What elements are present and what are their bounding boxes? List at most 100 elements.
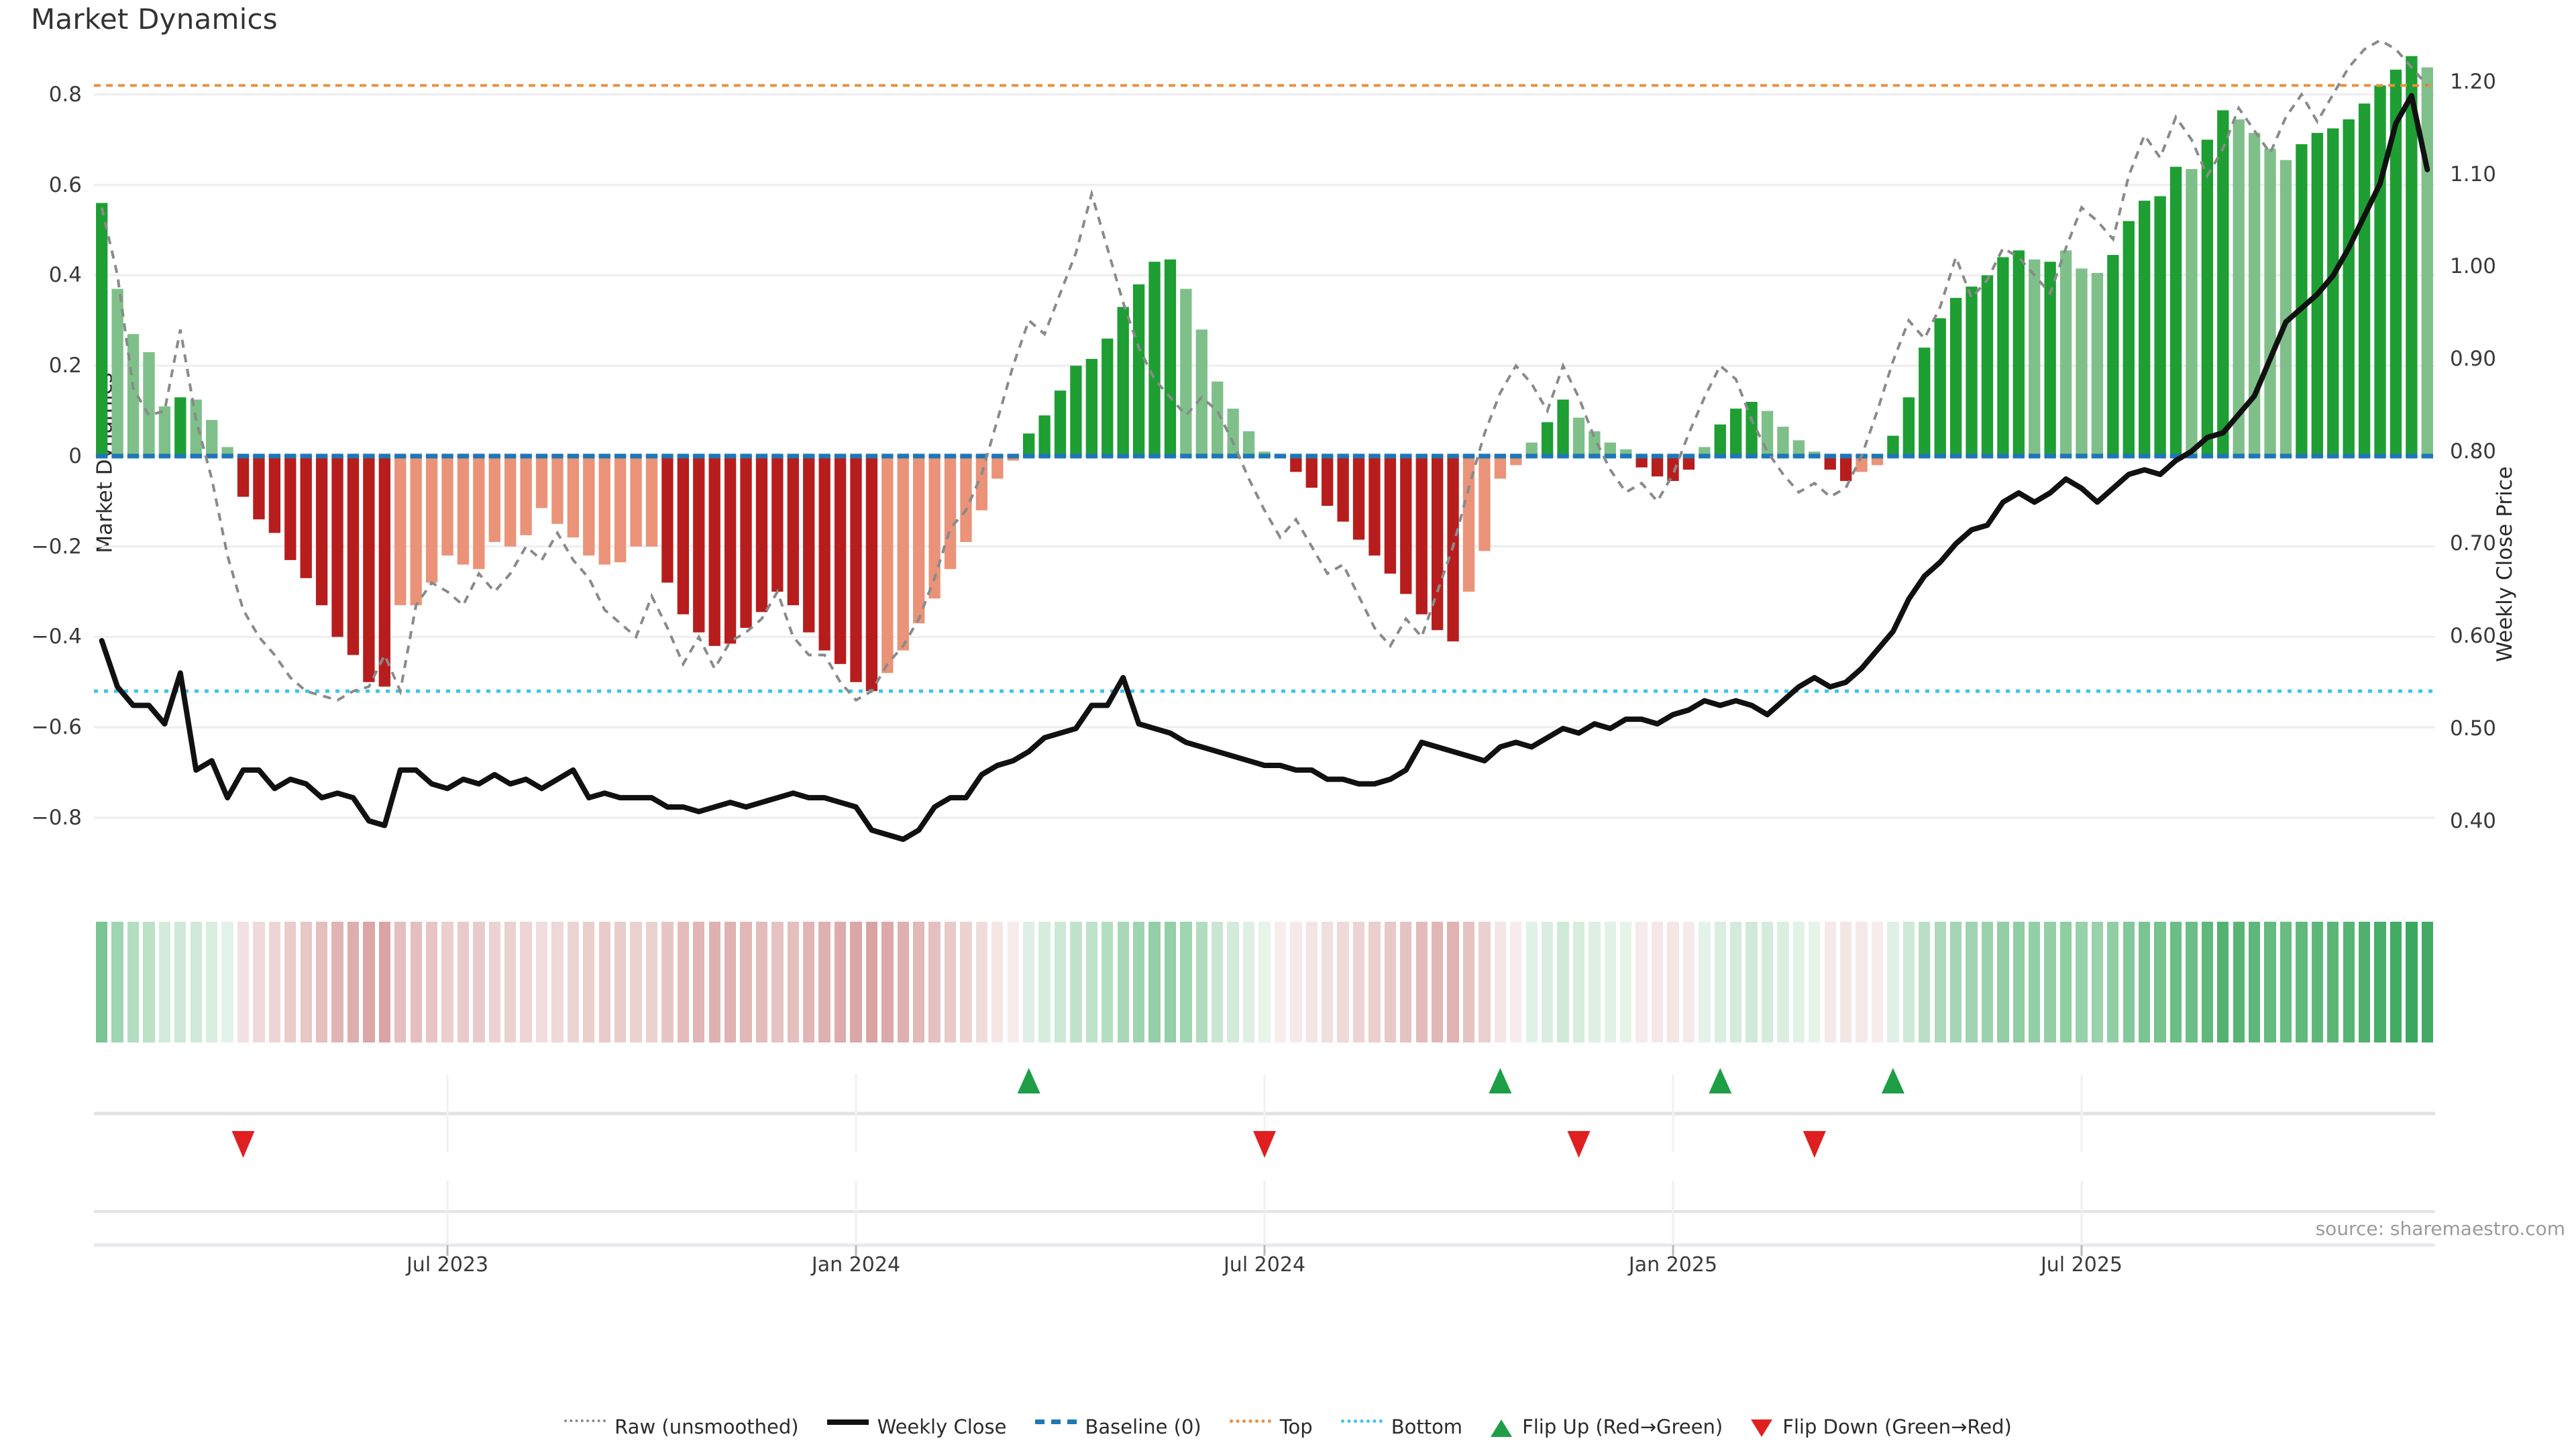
heat-strip-cell [834,922,847,1042]
market-dynamics-bar [2044,262,2056,456]
x-axis-tick: Jan 2025 [1628,1253,1718,1277]
market-dynamics-bar [1132,284,1145,456]
heat-strip-cell [268,922,281,1042]
line-swatch-icon [1340,1419,1383,1423]
market-dynamics-bar [614,455,627,563]
market-dynamics-bar [1479,455,1491,551]
market-dynamics-bar [583,455,595,556]
market-dynamics-bar [1384,455,1397,574]
heat-strip-cell [1038,922,1051,1042]
heat-strip-cell [850,922,862,1042]
heat-strip-cell [1557,922,1569,1042]
legend-item[interactable]: Baseline (0) [1034,1415,1201,1438]
legend-item[interactable]: Weekly Close [826,1415,1007,1438]
legend-item[interactable]: Flip Down (Green→Red) [1751,1415,2012,1438]
heat-strip-cell [2169,922,2182,1042]
heat-strip-cell [2107,922,2119,1042]
heat-strip-cell [520,922,532,1042]
heat-strip-cell [677,922,690,1042]
market-dynamics-bar [1949,298,1962,456]
main-plot-svg [94,40,2435,843]
heat-strip-cell [535,922,548,1042]
market-dynamics-bar [1525,442,1538,456]
market-dynamics-bar [928,455,941,599]
heat-strip-cell [724,922,737,1042]
heat-strip-cell [1887,922,1899,1042]
heat-strip-cell [1022,922,1035,1042]
heat-strip-cell [300,922,312,1042]
legend-item[interactable]: Raw (unsmoothed) [564,1415,799,1438]
market-dynamics-bar [1242,431,1255,456]
heat-strip-cell [2029,922,2041,1042]
heat-strip-cell [1148,922,1161,1042]
heat-strip-cell [1305,922,1318,1042]
market-dynamics-bar [1541,422,1554,456]
market-dynamics-bar [96,203,108,456]
heat-strip-cell [913,922,925,1042]
market-dynamics-bar [2029,259,2041,456]
heat-strip-cell [1839,922,1852,1042]
legend-item[interactable]: Flip Up (Red→Green) [1491,1415,1723,1438]
heat-strip-cell [818,922,830,1042]
legend-item[interactable]: Top [1229,1415,1313,1438]
heat-strip-cell [1777,922,1789,1042]
market-dynamics-bar [1038,415,1051,456]
heat-strip-cell [1352,922,1365,1042]
market-dynamics-bar [740,455,752,628]
market-dynamics-bar [2264,148,2276,456]
heat-strip-cell [1510,922,1522,1042]
heat-strip-cell [1824,922,1836,1042]
heat-strip-cell [2186,922,2198,1042]
heat-strip-cell [1651,922,1664,1042]
market-dynamics-bar [2059,250,2072,456]
heat-strip-cell [2421,922,2433,1042]
heat-strip-cell [331,922,343,1042]
line-swatch-icon [1034,1419,1077,1424]
market-dynamics-bar [2123,221,2135,456]
heat-strip-cell [2358,922,2371,1042]
right-axis-tick: 0.50 [2450,716,2497,741]
heat-strip-cell [488,922,500,1042]
flip-up-marker [1881,1068,1904,1093]
legend-item[interactable]: Bottom [1340,1415,1463,1438]
market-dynamics-bar [1981,275,1994,456]
triangle-down-icon [1751,1419,1773,1437]
market-dynamics-bar [378,455,390,687]
heat-strip-cell [1415,922,1428,1042]
source-attribution: source: sharemaestro.com [2315,1218,2565,1240]
line-swatch-icon [826,1419,869,1425]
market-dynamics-bar [143,352,155,456]
heat-strip-cell [708,922,720,1042]
heat-strip-cell [2279,922,2292,1042]
heat-strip-cell [960,922,972,1042]
heat-strip-cell [897,922,909,1042]
market-dynamics-bar [803,455,815,633]
heat-strip-cell [253,922,265,1042]
right-axis-tick: 0.40 [2450,808,2497,833]
x-axis-svg [94,1181,2435,1256]
heat-strip-cell [2248,922,2261,1042]
market-dynamics-bar [2186,169,2198,456]
market-dynamics-bar [2217,110,2229,456]
market-dynamics-bar [598,455,610,565]
market-dynamics-bar [1682,455,1695,470]
legend-item-label: Flip Up (Red→Green) [1522,1415,1723,1438]
line-swatch-icon [564,1419,606,1422]
market-dynamics-bar [1148,262,1161,456]
heat-strip-cell [1447,922,1459,1042]
flip-down-icon [1751,1419,1774,1437]
heat-strip-cell [740,922,752,1042]
market-dynamics-bar [2327,128,2339,456]
right-axis-tick: 1.10 [2450,162,2497,186]
market-dynamics-bar [504,455,517,547]
chart-legend: Raw (unsmoothed) Weekly Close Baseline (0)… [0,1415,2576,1438]
heat-strip-cell [1479,922,1491,1042]
heat-strip-cell [1227,922,1239,1042]
x-axis-tick: Jan 2024 [811,1253,901,1277]
legend-item-label: Bottom [1391,1415,1463,1438]
market-dynamics-bar [991,455,1004,479]
heat-strip-cell [1054,922,1067,1042]
heat-strip-cell [1180,922,1192,1042]
market-dynamics-bar [1494,455,1507,479]
flip-down-marker [231,1131,255,1158]
